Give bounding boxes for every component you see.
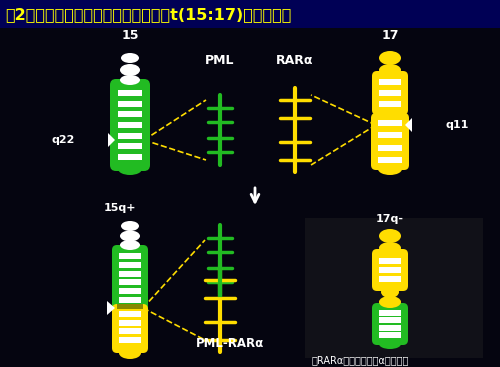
- Bar: [119, 253, 141, 259]
- Bar: [0, 0, 500, 28]
- Bar: [379, 317, 401, 323]
- Bar: [119, 279, 141, 286]
- Bar: [119, 311, 141, 317]
- Bar: [117, 304, 143, 309]
- FancyBboxPatch shape: [110, 79, 150, 171]
- Text: PML: PML: [206, 54, 235, 66]
- Text: RARα: RARα: [276, 54, 314, 66]
- Ellipse shape: [379, 64, 401, 76]
- Bar: [378, 120, 402, 126]
- Bar: [379, 101, 401, 107]
- FancyBboxPatch shape: [372, 303, 408, 345]
- Text: 15: 15: [121, 29, 139, 42]
- Bar: [119, 262, 141, 268]
- Ellipse shape: [119, 347, 141, 359]
- Ellipse shape: [121, 53, 139, 63]
- Bar: [118, 111, 142, 117]
- FancyBboxPatch shape: [371, 113, 409, 170]
- Ellipse shape: [120, 64, 140, 76]
- Bar: [378, 145, 402, 151]
- Bar: [118, 132, 142, 139]
- Ellipse shape: [118, 163, 142, 175]
- Bar: [119, 328, 141, 334]
- Bar: [379, 267, 401, 273]
- Polygon shape: [405, 118, 412, 132]
- Bar: [379, 79, 401, 85]
- Bar: [378, 157, 402, 163]
- Bar: [118, 122, 142, 128]
- Bar: [379, 325, 401, 331]
- Ellipse shape: [381, 109, 399, 119]
- Text: q22: q22: [52, 135, 75, 145]
- Bar: [119, 288, 141, 294]
- Text: q11: q11: [445, 120, 468, 130]
- FancyBboxPatch shape: [372, 71, 408, 115]
- Bar: [379, 276, 401, 282]
- Ellipse shape: [378, 163, 402, 175]
- Bar: [118, 143, 142, 149]
- Text: 図2　急性前骨髄球性白血病におけるt(15:17)転座染色体: 図2 急性前骨髄球性白血病におけるt(15:17)転座染色体: [5, 7, 292, 22]
- Bar: [379, 90, 401, 96]
- Ellipse shape: [121, 221, 139, 231]
- Ellipse shape: [379, 339, 401, 349]
- Ellipse shape: [379, 51, 401, 65]
- Ellipse shape: [120, 75, 140, 85]
- Ellipse shape: [379, 296, 401, 308]
- Bar: [118, 101, 142, 107]
- Bar: [119, 337, 141, 343]
- Bar: [379, 258, 401, 264]
- Bar: [379, 332, 401, 338]
- Bar: [119, 270, 141, 277]
- Ellipse shape: [381, 286, 399, 298]
- Bar: [118, 90, 142, 96]
- Text: PML-RARα: PML-RARα: [196, 337, 264, 350]
- Text: 17q-: 17q-: [376, 214, 404, 224]
- Text: 15q+: 15q+: [104, 203, 136, 213]
- Polygon shape: [108, 133, 115, 147]
- Polygon shape: [107, 301, 115, 315]
- Bar: [119, 320, 141, 326]
- Ellipse shape: [120, 240, 140, 250]
- Text: （RARα：レチノインα受容体）: （RARα：レチノインα受容体）: [312, 355, 410, 365]
- Text: 17: 17: [382, 29, 399, 42]
- Bar: [119, 297, 141, 303]
- Bar: [118, 154, 142, 160]
- FancyBboxPatch shape: [112, 245, 148, 311]
- FancyBboxPatch shape: [372, 249, 408, 291]
- Bar: [378, 132, 402, 138]
- Bar: [305, 218, 483, 358]
- FancyBboxPatch shape: [112, 304, 148, 353]
- Ellipse shape: [379, 242, 401, 254]
- Ellipse shape: [379, 229, 401, 243]
- Bar: [379, 310, 401, 316]
- Ellipse shape: [120, 230, 140, 241]
